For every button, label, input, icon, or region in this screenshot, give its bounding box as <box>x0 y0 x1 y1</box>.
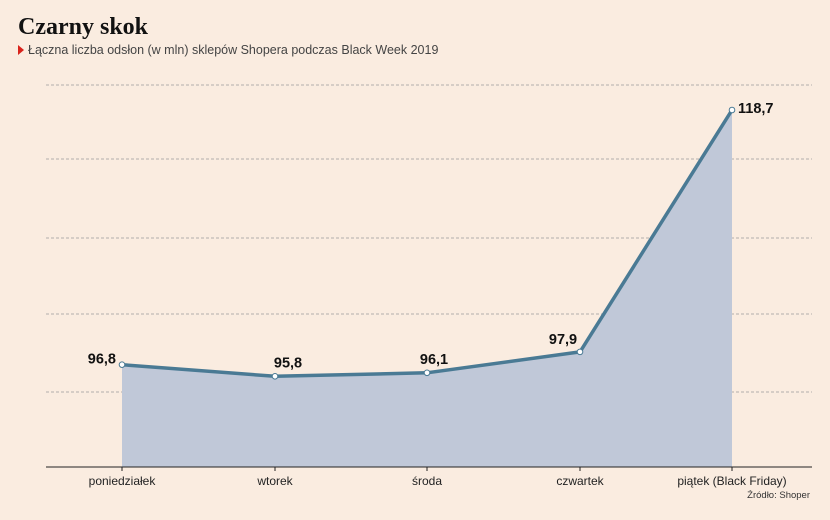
value-label: 97,9 <box>549 332 577 348</box>
data-point <box>118 361 126 368</box>
chart-subtitle: Łączna liczba odsłon (w mln) sklepów Sho… <box>18 43 438 57</box>
chart-title: Czarny skok <box>18 14 149 40</box>
data-point <box>728 106 736 114</box>
x-axis <box>46 466 812 471</box>
data-point <box>423 369 431 377</box>
x-tick-label: piątek (Black Friday) <box>677 474 786 488</box>
x-tick-label: poniedziałek <box>89 474 157 488</box>
x-tick-label: wtorek <box>256 474 293 488</box>
x-tick-label: środa <box>412 474 442 488</box>
data-point <box>576 348 584 356</box>
data-point <box>271 372 279 380</box>
value-label: 118,7 <box>738 101 774 117</box>
area-layer <box>122 110 732 467</box>
value-label: 95,8 <box>274 355 302 371</box>
red-triangle-icon <box>18 45 24 55</box>
area-fill <box>122 110 732 467</box>
data-points <box>118 106 736 380</box>
value-label: 96,8 <box>88 352 116 368</box>
chart-subtitle-text: Łączna liczba odsłon (w mln) sklepów Sho… <box>28 43 439 57</box>
data-labels: 96,8 95,8 96,1 97,9 118,7 <box>88 101 774 371</box>
source-note: Źródło: Shoper <box>747 490 810 501</box>
value-label: 96,1 <box>420 352 448 368</box>
x-tick-labels: poniedziałek wtorek środa czwartek piątek (B… <box>89 474 787 488</box>
x-tick-label: czwartek <box>556 474 604 488</box>
